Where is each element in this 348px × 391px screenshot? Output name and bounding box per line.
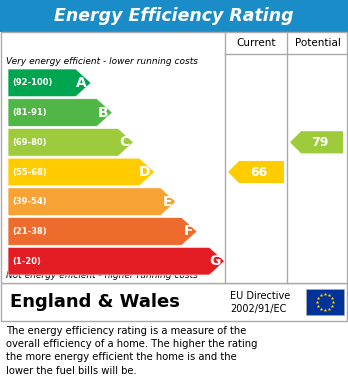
Bar [1,283,347,321]
Text: (92-100): (92-100) [12,78,53,87]
Polygon shape [290,131,343,153]
Text: (21-38): (21-38) [12,227,47,236]
Text: EU Directive: EU Directive [230,291,290,301]
Text: Energy Efficiency Rating: Energy Efficiency Rating [54,7,294,25]
Text: Very energy efficient - lower running costs: Very energy efficient - lower running co… [6,57,198,66]
Text: Current: Current [236,38,276,48]
Bar [1,32,347,283]
Polygon shape [8,188,176,215]
Polygon shape [8,158,155,186]
Text: 79: 79 [311,136,329,149]
Polygon shape [8,99,112,126]
Text: (81-91): (81-91) [12,108,47,117]
Text: Potential: Potential [294,38,340,48]
Text: (69-80): (69-80) [12,138,47,147]
Bar [306,289,344,315]
Text: 66: 66 [251,165,268,179]
Polygon shape [228,161,284,183]
Text: England & Wales: England & Wales [10,293,180,311]
Text: D: D [139,165,151,179]
Text: C: C [119,135,129,149]
Polygon shape [8,247,225,275]
Text: The energy efficiency rating is a measure of the
overall efficiency of a home. T: The energy efficiency rating is a measur… [6,326,258,376]
Text: B: B [98,106,108,120]
Text: (1-20): (1-20) [12,256,41,265]
Text: (39-54): (39-54) [12,197,47,206]
Text: (55-68): (55-68) [12,167,47,176]
Polygon shape [8,128,134,156]
Text: F: F [184,224,193,239]
Text: Not energy efficient - higher running costs: Not energy efficient - higher running co… [6,271,198,280]
Text: G: G [209,254,221,268]
Polygon shape [8,69,91,97]
Text: 2002/91/EC: 2002/91/EC [230,304,286,314]
Text: A: A [76,76,87,90]
Polygon shape [8,217,197,245]
Bar [0,0,348,32]
Text: E: E [163,195,172,209]
